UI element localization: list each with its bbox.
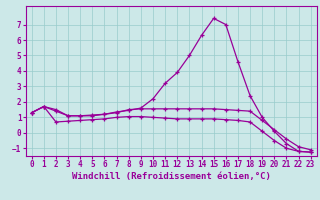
- X-axis label: Windchill (Refroidissement éolien,°C): Windchill (Refroidissement éolien,°C): [72, 172, 271, 181]
